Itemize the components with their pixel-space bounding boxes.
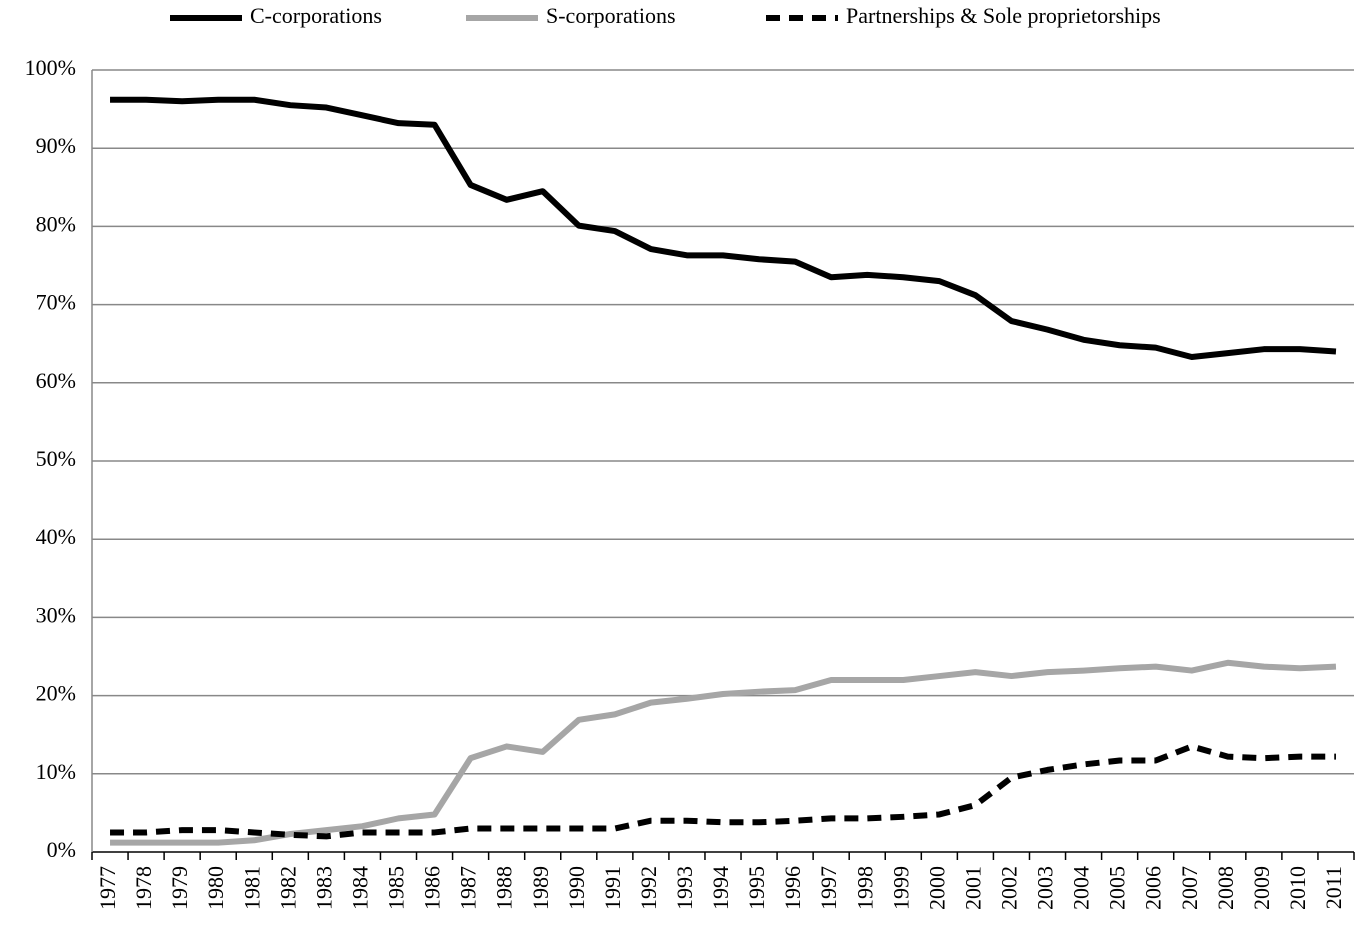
x-tick-label: 2004 [1069,866,1094,910]
x-tick-label: 1979 [167,866,192,910]
x-tick-label: 1995 [744,866,769,910]
legend-label: C-corporations [250,3,382,28]
x-tick-label: 1993 [672,866,697,910]
x-tick-label: 1997 [816,866,841,910]
x-tick-label: 2002 [997,866,1022,910]
y-tick-label: 0% [47,837,76,862]
x-tick-label: 1985 [384,866,409,910]
x-tick-label: 1977 [95,866,120,910]
y-tick-label: 10% [36,759,76,784]
x-tick-label: 1991 [600,866,625,910]
y-tick-label: 30% [36,602,76,627]
x-tick-label: 2007 [1177,866,1202,910]
x-tick-label: 2005 [1105,866,1130,910]
x-tick-label: 1981 [239,866,264,910]
x-tick-label: 2003 [1033,866,1058,910]
x-tick-label: 1989 [528,866,553,910]
legend-label: Partnerships & Sole proprietorships [846,3,1161,28]
x-tick-label: 1987 [456,866,481,910]
x-tick-label: 1990 [564,866,589,910]
y-tick-label: 50% [36,446,76,471]
y-tick-label: 100% [25,55,76,80]
x-tick-label: 2001 [960,866,985,910]
x-tick-label: 1984 [347,866,372,910]
x-tick-label: 2000 [924,866,949,910]
series-line [110,96,1337,360]
x-tick-label: 2009 [1249,866,1274,910]
y-tick-label: 40% [36,524,76,549]
x-tick-label: 1980 [203,866,228,910]
x-tick-label: 2006 [1141,866,1166,910]
x-tick-label: 1988 [492,866,517,910]
legend-label: S-corporations [546,3,676,28]
series-line [110,659,1337,846]
x-tick-label: 2008 [1213,866,1238,910]
x-tick-label: 1986 [420,866,445,910]
x-tick-label: 1982 [275,866,300,910]
y-tick-label: 20% [36,681,76,706]
x-tick-label: 1999 [888,866,913,910]
y-tick-label: 90% [36,133,76,158]
x-tick-label: 1994 [708,866,733,910]
x-tick-label: 1983 [311,866,336,910]
y-tick-label: 60% [36,368,76,393]
x-tick-label: 2010 [1285,866,1310,910]
x-tick-label: 2011 [1321,866,1346,909]
x-tick-label: 1998 [852,866,877,910]
x-tick-label: 1992 [636,866,661,910]
x-tick-label: 1996 [780,866,805,910]
y-tick-label: 70% [36,290,76,315]
y-tick-label: 80% [36,211,76,236]
series-line [110,743,1336,840]
x-tick-label: 1978 [131,866,156,910]
